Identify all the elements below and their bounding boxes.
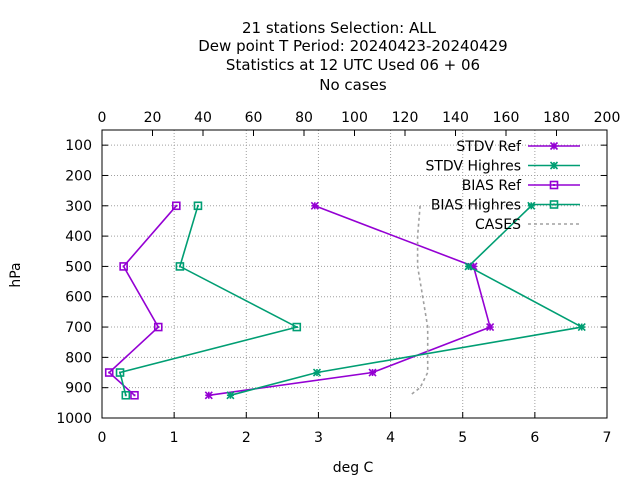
legend-label: CASES xyxy=(475,217,521,233)
y-tick-label: 700 xyxy=(65,320,92,336)
x-bottom-tick-label: 1 xyxy=(170,430,179,446)
data-point xyxy=(292,322,302,332)
x-top-tick-label: 20 xyxy=(144,110,162,126)
legend-label: BIAS Highres xyxy=(431,198,521,214)
series-bias-highres xyxy=(115,201,302,400)
x-top-tick-label: 120 xyxy=(392,110,419,126)
legend-entry: STDV Highres xyxy=(425,159,580,175)
y-tick-label: 1000 xyxy=(56,411,92,427)
x-top-tick-label: 180 xyxy=(543,110,570,126)
data-point xyxy=(153,322,163,332)
data-point xyxy=(464,262,473,271)
data-point xyxy=(115,368,125,377)
y-tick-label: 100 xyxy=(65,138,92,154)
legend-marker xyxy=(549,200,559,209)
x-top-tick-label: 0 xyxy=(98,110,107,126)
grid xyxy=(102,130,607,418)
y-tick-label: 400 xyxy=(65,229,92,245)
legend-label: STDV Ref xyxy=(456,139,522,155)
legend-marker xyxy=(549,141,559,151)
series-layer xyxy=(104,201,586,400)
title-line: Statistics at 12 UTC Used 06 + 06 xyxy=(226,56,480,74)
y-tick-label: 200 xyxy=(65,168,92,184)
series-cases xyxy=(409,205,429,396)
tick-labels: 0 1 2 3 4 5 6 7 0 20 40 60 80 100 120 140 160 180 200 100 20… xyxy=(56,110,620,446)
data-point xyxy=(172,201,181,211)
x-top-tick-label: 140 xyxy=(442,110,469,126)
series-line xyxy=(409,205,429,396)
series-line xyxy=(119,205,300,396)
data-point xyxy=(486,322,495,332)
legend-marker xyxy=(549,180,559,190)
data-point xyxy=(130,390,139,400)
series-line xyxy=(230,205,585,397)
y-tick-label: 500 xyxy=(65,259,92,275)
x-top-tick-label: 160 xyxy=(493,110,520,126)
legend-entry: BIAS Highres xyxy=(431,198,580,214)
x-top-tick-label: 100 xyxy=(341,110,368,126)
x-top-tick-label: 80 xyxy=(295,110,313,126)
title-line: Dew point T Period: 20240423-20240429 xyxy=(198,37,507,55)
x-bottom-tick-label: 0 xyxy=(98,430,107,446)
series-stdv-ref xyxy=(204,201,495,400)
series-stdv-highres xyxy=(226,201,586,400)
title-line: 21 stations Selection: ALL xyxy=(242,19,437,37)
legend-label: BIAS Ref xyxy=(462,178,522,194)
data-point xyxy=(226,391,235,400)
x-top-tick-label: 60 xyxy=(245,110,263,126)
x-axis-title: deg C xyxy=(333,460,374,476)
y-tick-label: 800 xyxy=(65,350,92,366)
data-point xyxy=(175,262,185,271)
legend: STDV Ref STDV Highres BIAS Ref BIAS Highres… xyxy=(425,139,580,233)
x-bottom-tick-label: 2 xyxy=(242,430,251,446)
x-bottom-tick-label: 5 xyxy=(458,430,467,446)
legend-entry: CASES xyxy=(475,217,580,233)
title-line: No cases xyxy=(319,76,387,94)
x-top-tick-label: 40 xyxy=(194,110,212,126)
x-bottom-tick-label: 7 xyxy=(603,430,612,446)
legend-entry: STDV Ref xyxy=(456,139,580,155)
data-point xyxy=(119,262,128,271)
x-bottom-tick-label: 6 xyxy=(530,430,539,446)
legend-label: STDV Highres xyxy=(425,159,521,175)
data-point xyxy=(312,368,322,377)
series-bias-ref xyxy=(104,201,181,400)
data-point xyxy=(121,390,131,400)
y-tick-label: 300 xyxy=(65,199,92,215)
data-point xyxy=(368,368,377,377)
legend-entry: BIAS Ref xyxy=(462,178,580,194)
chart-title: 21 stations Selection: ALL Dew point T P… xyxy=(198,19,507,94)
legend-marker xyxy=(549,161,559,170)
data-point xyxy=(204,391,213,400)
data-point xyxy=(193,201,203,211)
data-point xyxy=(310,201,319,210)
y-axis-title: hPa xyxy=(8,262,24,287)
data-point xyxy=(577,322,586,332)
x-bottom-tick-label: 4 xyxy=(386,430,395,446)
tick-marks xyxy=(101,130,608,419)
x-top-tick-label: 200 xyxy=(594,110,621,126)
data-point xyxy=(104,368,114,377)
y-tick-label: 600 xyxy=(65,290,92,306)
data-point xyxy=(527,201,536,210)
x-bottom-tick-label: 3 xyxy=(314,430,323,446)
y-tick-label: 900 xyxy=(65,381,92,397)
